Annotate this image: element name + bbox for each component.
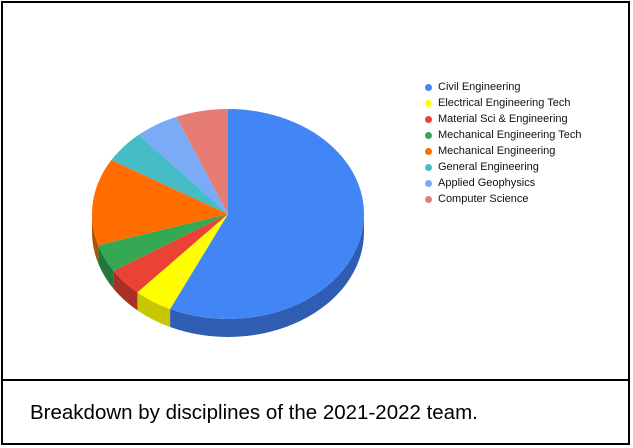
legend-label: Material Sci & Engineering <box>438 113 568 125</box>
pie-slice-general-engineering <box>111 134 228 214</box>
legend-swatch <box>425 131 432 139</box>
legend-item: Applied Geophysics <box>425 175 582 191</box>
pie-side-material-sci-and-engineering <box>113 270 138 311</box>
pie-slice-material-sci-and-engineering <box>113 214 228 293</box>
legend-label: Applied Geophysics <box>438 177 536 189</box>
legend-label: Electrical Engineering Tech <box>438 97 571 109</box>
chart-legend: Civil Engineering Electrical Engineering … <box>425 79 582 207</box>
pie-slice-electrical-engineering-tech <box>137 214 228 310</box>
pie-side-civil-engineering <box>170 214 364 337</box>
legend-label: General Engineering <box>438 161 539 173</box>
pie-side-mechanical-engineering-tech <box>98 245 114 289</box>
chart-panel: Civil Engineering Electrical Engineering … <box>3 3 628 381</box>
pie-slice-mechanical-engineering <box>91 159 228 246</box>
legend-item: Electrical Engineering Tech <box>425 95 582 111</box>
legend-item: Mechanical Engineering Tech <box>425 127 582 143</box>
legend-swatch <box>425 99 432 107</box>
legend-item: Mechanical Engineering <box>425 143 582 159</box>
pie-top <box>91 109 364 320</box>
legend-label: Mechanical Engineering <box>438 145 556 157</box>
pie-sides <box>92 214 364 337</box>
legend-item: General Engineering <box>425 159 582 175</box>
legend-label: Computer Science <box>438 193 529 205</box>
pie-slice-applied-geophysics <box>138 116 228 214</box>
legend-swatch <box>425 163 432 171</box>
legend-label: Civil Engineering <box>438 81 521 93</box>
legend-item: Material Sci & Engineering <box>425 111 582 127</box>
legend-swatch <box>425 115 432 123</box>
pie-slice-mechanical-engineering-tech <box>98 214 228 271</box>
legend-swatch <box>425 195 432 203</box>
pie-slice-civil-engineering <box>170 109 364 320</box>
figure-caption: Breakdown by disciplines of the 2021-202… <box>30 401 478 424</box>
legend-item: Computer Science <box>425 191 582 207</box>
pie-chart <box>91 109 364 337</box>
pie-side-electrical-engineering-tech <box>137 292 171 328</box>
pie-slice-computer-science <box>176 109 228 214</box>
legend-swatch <box>425 179 432 187</box>
pie-side-mechanical-engineering <box>92 214 99 264</box>
legend-item: Civil Engineering <box>425 79 582 95</box>
legend-swatch <box>425 83 432 91</box>
legend-label: Mechanical Engineering Tech <box>438 129 582 141</box>
legend-swatch <box>425 147 432 155</box>
